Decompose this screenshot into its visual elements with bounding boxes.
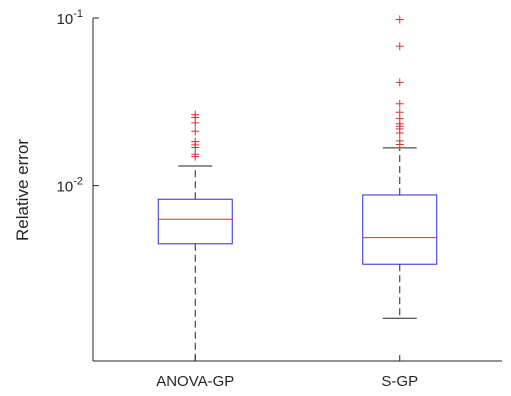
outlier-marker [395, 136, 404, 145]
outlier-marker [395, 42, 404, 51]
y-tick-base: 10 [57, 11, 74, 28]
y-tick-labels: 10-210-1 [57, 8, 83, 196]
outlier-marker [395, 99, 404, 108]
iqr-box [362, 194, 438, 265]
box-group-1 [362, 15, 438, 319]
y-tick-base: 10 [57, 179, 74, 196]
outlier-marker [191, 150, 200, 159]
iqr-box [157, 198, 233, 245]
outlier-marker [191, 137, 200, 146]
y-tick-label-1: 10-1 [57, 8, 83, 28]
outlier-marker [191, 127, 200, 136]
x-tick-label-1: S-GP [381, 373, 418, 390]
y-axis-label: Relative error [13, 139, 32, 241]
outlier-marker [395, 78, 404, 87]
y-tick-exponent: -2 [73, 176, 83, 188]
boxes [157, 15, 438, 361]
outlier-marker [395, 15, 404, 24]
x-tick-labels: ANOVA-GP S-GP [156, 373, 418, 390]
y-tick-label-0: 10-2 [57, 176, 83, 196]
x-tick-label-0: ANOVA-GP [156, 373, 234, 390]
plot-area [93, 18, 502, 361]
outlier-marker [395, 108, 404, 117]
outlier-marker [191, 110, 200, 119]
y-tick-exponent: -1 [73, 8, 83, 20]
box-group-0 [157, 110, 233, 361]
